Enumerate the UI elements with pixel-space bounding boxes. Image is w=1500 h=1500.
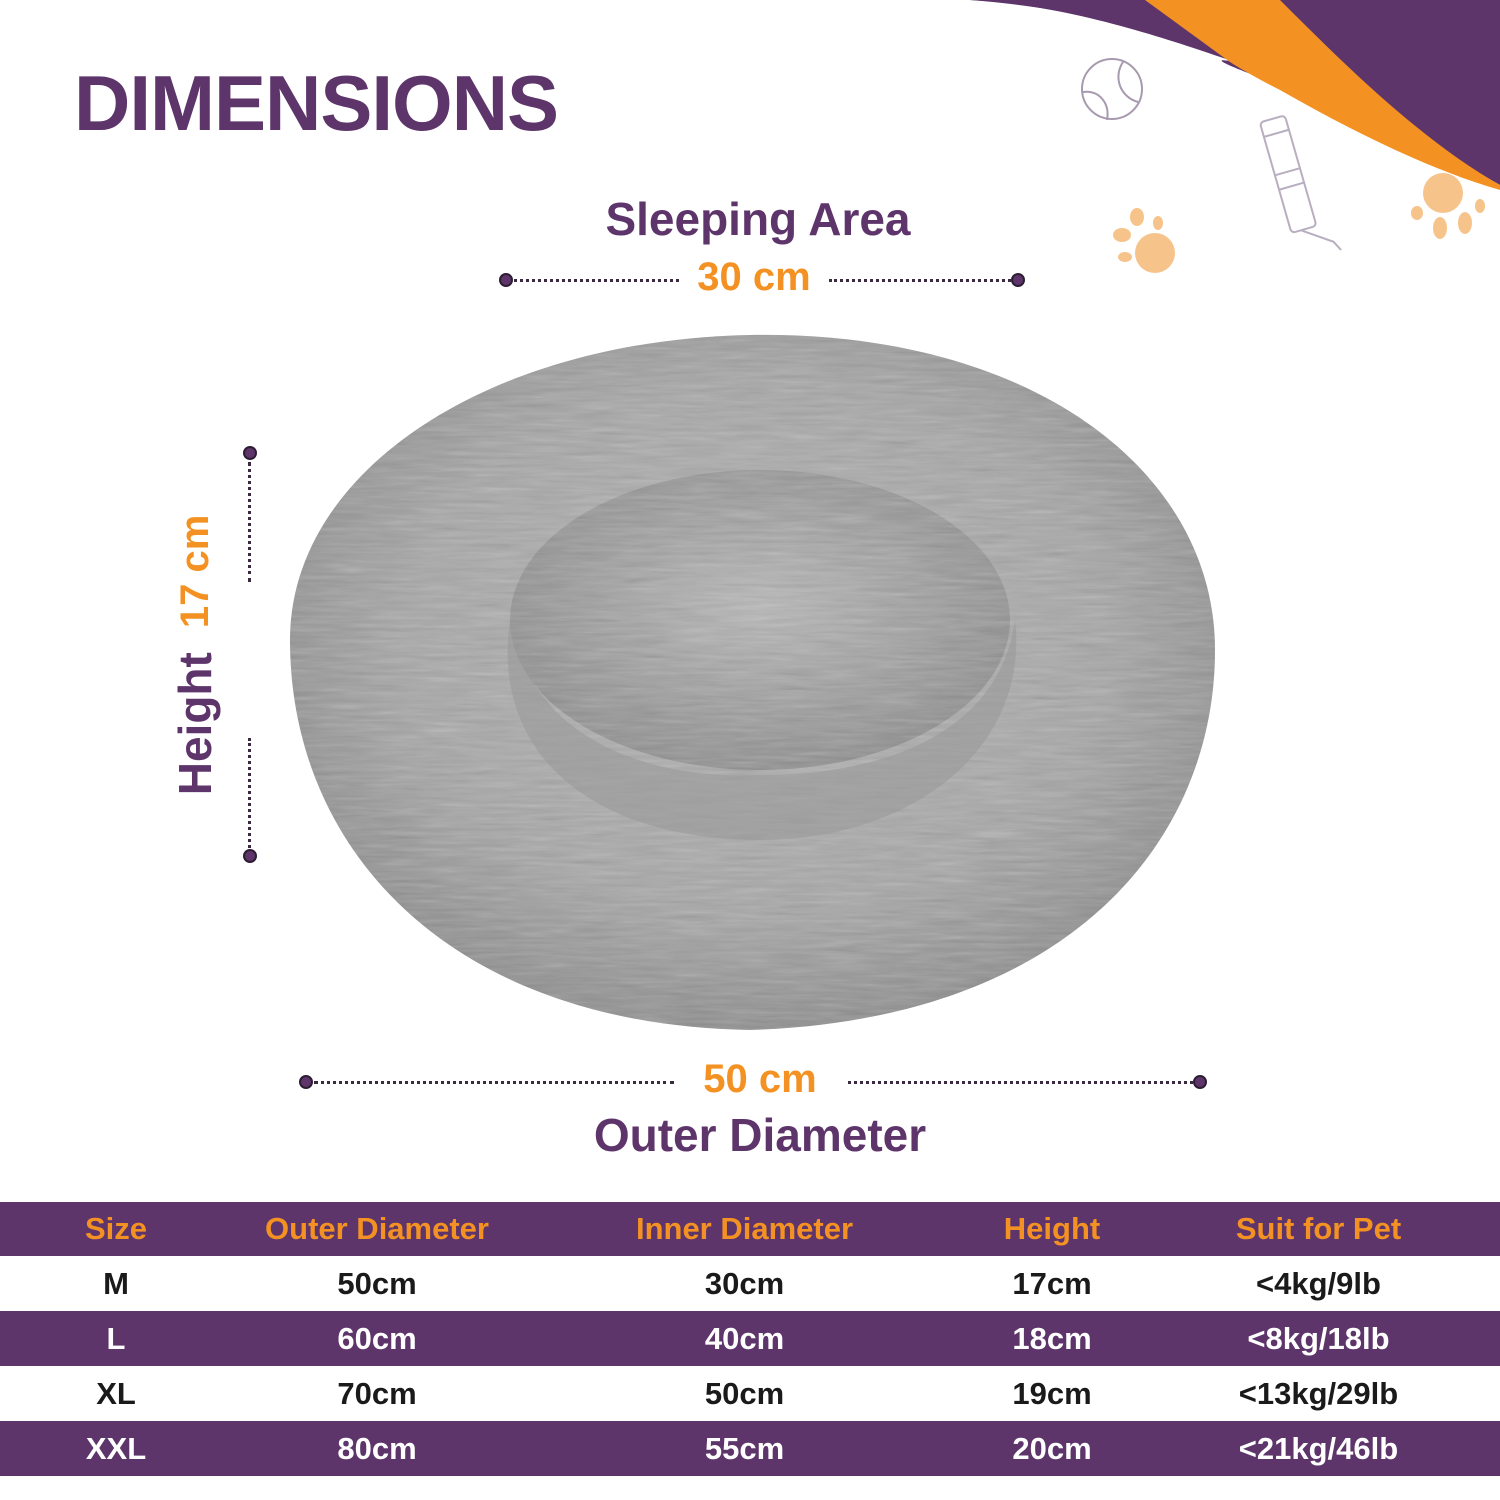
cell-size: M: [103, 1265, 129, 1301]
header-inner-diameter: Inner Diameter: [635, 1211, 854, 1246]
cell-inner-diameter: 40cm: [704, 1320, 785, 1356]
cell-outer-diameter: 50cm: [337, 1265, 417, 1301]
header-height: Height: [1003, 1211, 1101, 1246]
height-dotted-line: [248, 462, 251, 582]
cell-size: XXL: [85, 1430, 147, 1466]
table-row: XL 70cm 50cm 19cm <13kg/29lb: [0, 1366, 1500, 1421]
header-suit-for-pet: Suit for Pet: [1235, 1211, 1402, 1246]
table-row: M 50cm 30cm 17cm <4kg/9lb: [0, 1256, 1500, 1311]
header-outer-diameter: Outer Diameter: [265, 1211, 489, 1246]
dimension-endpoint: [499, 273, 513, 287]
sleeping-area-value: 30 cm: [697, 255, 811, 299]
dimension-endpoint: [243, 849, 257, 863]
cell-suit-for-pet: <13kg/29lb: [1238, 1375, 1399, 1411]
table-header-row: Size Outer Diameter Inner Diameter Heigh…: [0, 1202, 1500, 1256]
cell-outer-diameter: 80cm: [337, 1430, 417, 1466]
cell-outer-diameter: 60cm: [337, 1320, 417, 1356]
tennis-ball-icon: [1081, 58, 1143, 121]
dimension-endpoint: [299, 1075, 313, 1089]
outer-diameter-label: Outer Diameter: [593, 1109, 927, 1161]
cell-inner-diameter: 30cm: [704, 1265, 785, 1301]
height-value: 17 cm: [172, 514, 217, 629]
height-label: Height: [169, 652, 221, 796]
table-row: XXL 80cm 55cm 20cm <21kg/46lb: [0, 1421, 1500, 1476]
paw-print-icon: [1411, 173, 1485, 239]
size-chart-table: Size Outer Diameter Inner Diameter Heigh…: [0, 1202, 1500, 1476]
cell-suit-for-pet: <4kg/9lb: [1256, 1265, 1381, 1301]
cell-suit-for-pet: <21kg/46lb: [1238, 1430, 1399, 1466]
corner-swoosh-decoration: [970, 0, 1500, 190]
paw-print-icon: [1113, 208, 1175, 273]
cell-height: 20cm: [1012, 1430, 1092, 1466]
cell-height: 19cm: [1012, 1375, 1092, 1411]
sleeping-area-dotted-line: [514, 279, 679, 282]
height-dotted-line: [248, 738, 251, 848]
cell-height: 18cm: [1012, 1320, 1092, 1356]
cell-inner-diameter: 50cm: [704, 1375, 785, 1411]
sleeping-area-dotted-line: [829, 279, 1011, 282]
dimension-endpoint: [1193, 1075, 1207, 1089]
cell-size: XL: [96, 1375, 136, 1411]
header-size: Size: [84, 1211, 148, 1246]
cell-inner-diameter: 55cm: [704, 1430, 785, 1466]
dimension-endpoint: [1011, 273, 1025, 287]
cell-height: 17cm: [1012, 1265, 1092, 1301]
outer-diameter-dotted-line: [314, 1081, 674, 1084]
outer-diameter-value: 50 cm: [703, 1057, 817, 1101]
page-title: DIMENSIONS: [74, 59, 559, 147]
treat-tube-icon: [1259, 115, 1342, 251]
dimension-endpoint: [243, 446, 257, 460]
donut-pet-bed-image: [290, 334, 1215, 1031]
table-row: L 60cm 40cm 18cm <8kg/18lb: [0, 1311, 1500, 1366]
cell-outer-diameter: 70cm: [337, 1375, 417, 1411]
outer-diameter-dotted-line: [848, 1081, 1193, 1084]
sleeping-area-label: Sleeping Area: [605, 193, 911, 245]
cell-suit-for-pet: <8kg/18lb: [1247, 1320, 1390, 1356]
cell-size: L: [106, 1320, 126, 1356]
